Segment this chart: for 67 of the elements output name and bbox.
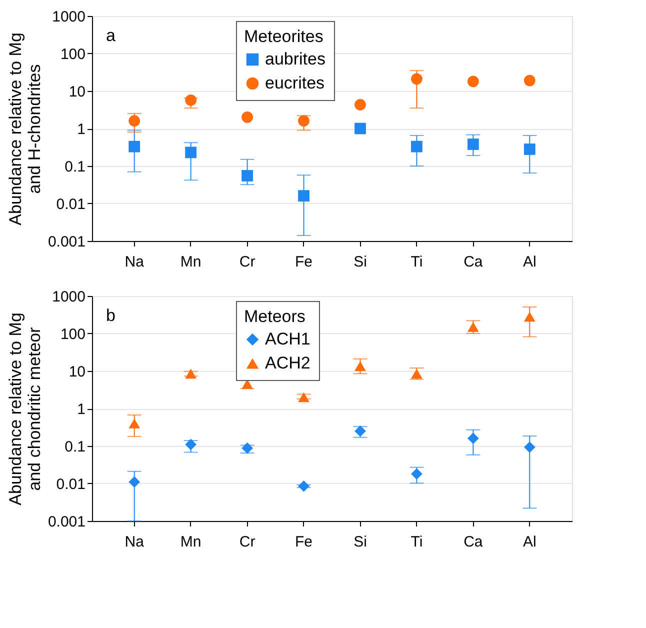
point xyxy=(411,73,422,85)
point xyxy=(185,146,197,158)
y-tick-label: 1000 xyxy=(52,8,86,26)
x-tick-label: Cr xyxy=(239,254,256,270)
y-tick-label: 100 xyxy=(60,46,86,63)
point xyxy=(411,140,422,152)
x-tick-label: Ca xyxy=(464,534,484,550)
x-tick-label: Ti xyxy=(410,534,423,550)
x-tick-label: Al xyxy=(522,534,536,550)
point xyxy=(242,112,253,123)
point xyxy=(185,94,197,106)
x-tick-label: Si xyxy=(354,534,367,550)
legend-label: ACH2 xyxy=(265,354,310,372)
x-tick-label: Fe xyxy=(295,534,313,550)
y-tick-label: 1 xyxy=(77,121,86,138)
x-tick-label: Ti xyxy=(410,254,423,270)
point xyxy=(128,418,140,428)
point xyxy=(298,115,310,127)
y-tick-label: 10 xyxy=(68,84,86,100)
point xyxy=(467,138,479,150)
point xyxy=(467,76,479,88)
point xyxy=(128,476,140,488)
point xyxy=(354,99,366,110)
y-tick-label: 0.01 xyxy=(56,476,86,493)
point xyxy=(242,442,253,454)
x-tick-label: Na xyxy=(124,534,145,550)
x-tick-label: Fe xyxy=(295,254,313,270)
y-axis-title: Abundance relative to Mg and chondritic meteor xyxy=(6,312,44,506)
y-tick-label: 1000 xyxy=(52,288,86,306)
legend-label: eucrites xyxy=(265,74,325,92)
point xyxy=(242,170,253,182)
x-tick-label: Ca xyxy=(464,254,484,270)
y-tick-label: 0.1 xyxy=(64,158,86,176)
y-tick-label: 0.1 xyxy=(64,438,86,456)
y-tick-label: 1 xyxy=(77,401,86,418)
legend-label: ACH1 xyxy=(265,330,310,348)
point xyxy=(524,74,536,86)
legend-label: aubrites xyxy=(265,50,326,68)
point xyxy=(524,312,536,322)
y-tick-label: 0.01 xyxy=(56,196,86,213)
point xyxy=(128,140,140,152)
point xyxy=(524,144,536,155)
x-tick-label: Al xyxy=(522,254,536,270)
annotation: a xyxy=(106,26,116,45)
y-axis-title: Abundance relative to Mg and H-chondrites xyxy=(6,32,44,226)
annotation: b xyxy=(106,306,116,325)
point xyxy=(298,190,310,202)
point xyxy=(467,432,479,444)
y-tick-label: 0.001 xyxy=(48,234,86,250)
legend-title: Meteors xyxy=(244,307,306,326)
point xyxy=(354,122,366,134)
point xyxy=(354,361,366,372)
x-tick-label: Si xyxy=(354,254,367,270)
point xyxy=(524,441,536,453)
point xyxy=(128,115,140,127)
point xyxy=(298,480,310,492)
legend-title: Meteorites xyxy=(244,27,324,46)
y-tick-label: 100 xyxy=(60,326,86,343)
x-tick-label: Na xyxy=(124,254,145,270)
point xyxy=(411,468,422,480)
x-tick-label: Cr xyxy=(239,534,256,550)
point xyxy=(298,392,310,402)
y-tick-label: 0.001 xyxy=(48,514,86,530)
y-tick-label: 10 xyxy=(68,364,86,380)
x-tick-label: Mn xyxy=(180,534,202,550)
x-tick-label: Mn xyxy=(180,254,202,270)
point xyxy=(185,438,197,450)
